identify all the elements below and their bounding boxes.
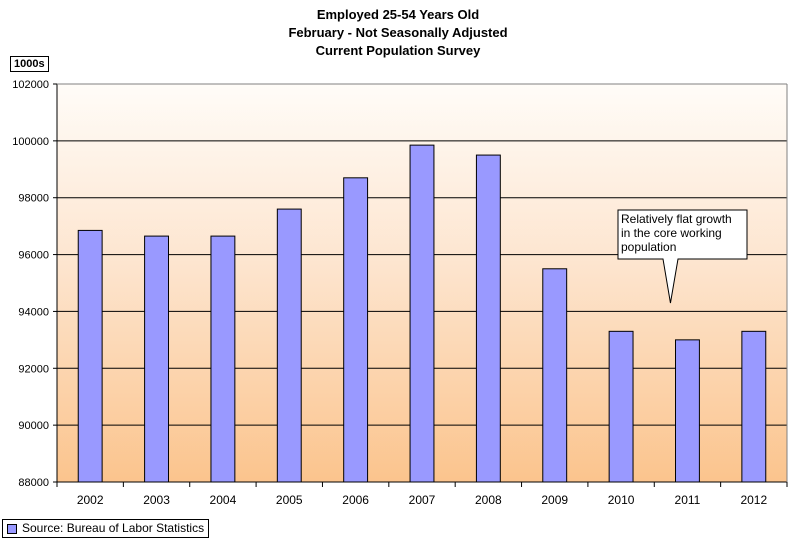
x-tick-label-2005: 2005 [276, 493, 303, 507]
annotation-line-1: Relatively flat growth [621, 212, 732, 226]
bar-2002 [77, 229, 103, 483]
bar-2008 [475, 154, 501, 483]
x-tick-label-2006: 2006 [342, 493, 369, 507]
chart-title-line-1: Employed 25-54 Years Old [316, 7, 480, 22]
chart-title-line-3: Current Population Survey [315, 43, 481, 58]
bar-2012 [741, 330, 767, 483]
x-tick-label-2011: 2011 [675, 493, 701, 507]
chart-title-line-2: February - Not Seasonally Adjusted [288, 25, 508, 40]
x-tick-label-2010: 2010 [608, 493, 635, 507]
x-tick-label-2003: 2003 [143, 493, 170, 507]
y-tick-label-96000: 96000 [18, 250, 49, 262]
x-tick-label-2008: 2008 [475, 493, 502, 507]
y-tick-label-98000: 98000 [18, 193, 49, 205]
x-tick-label-2004: 2004 [210, 493, 237, 507]
bar-2010 [608, 330, 634, 483]
x-tick-label-2007: 2007 [409, 493, 436, 507]
annotation-line-3: population [621, 240, 677, 254]
y-tick-label-94000: 94000 [18, 306, 49, 318]
x-tick-label-2002: 2002 [77, 493, 104, 507]
chart-title: Employed 25-54 Years Old February - Not … [0, 6, 796, 60]
legend-label: Source: Bureau of Labor Statistics [22, 521, 205, 535]
bar-2007 [409, 144, 435, 483]
bar-2006 [343, 177, 369, 483]
bar-2009 [542, 268, 568, 483]
y-unit-label: 1000s [10, 56, 49, 72]
annotation-line-2: in the core working [621, 226, 722, 240]
y-tick-label-102000: 102000 [12, 79, 49, 91]
y-tick-label-100000: 100000 [12, 136, 49, 148]
annotation-text: Relatively flat growth in the core worki… [621, 212, 745, 254]
legend: Source: Bureau of Labor Statistics [2, 519, 210, 538]
y-tick-label-88000: 88000 [18, 477, 49, 489]
bar-2011 [675, 339, 700, 483]
legend-swatch [7, 523, 17, 534]
bar-2003 [144, 235, 169, 483]
y-tick-label-92000: 92000 [18, 363, 49, 375]
x-tick-label-2012: 2012 [740, 493, 767, 507]
y-tick-label-90000: 90000 [18, 420, 49, 432]
x-tick-label-2009: 2009 [541, 493, 568, 507]
bar-2005 [276, 208, 302, 483]
bar-2004 [210, 235, 236, 483]
annotation-callout [617, 209, 748, 304]
